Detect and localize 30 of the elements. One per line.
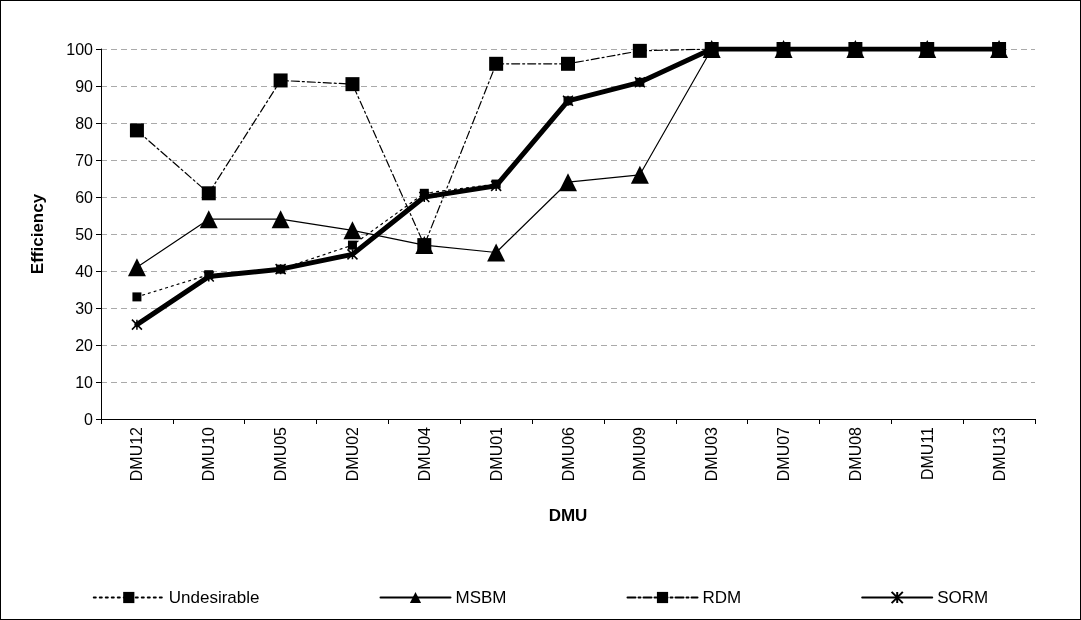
y-tick-label: 20 — [75, 336, 94, 354]
x-tick-label: DMU09 — [631, 426, 649, 482]
x-tick-label: DMU04 — [415, 426, 433, 482]
x-tick-label: DMU03 — [703, 426, 721, 482]
x-tick-label: DMU05 — [272, 426, 290, 482]
legend-label: Undesirable — [168, 588, 260, 607]
x-tick-label: DMU08 — [846, 426, 864, 482]
x-tick-label: DMU13 — [990, 426, 1008, 482]
x-tick-label: DMU06 — [559, 426, 577, 482]
x-tick-label: DMU10 — [200, 426, 218, 482]
y-tick-label: 60 — [75, 188, 94, 206]
x-tick-label: DMU12 — [128, 426, 146, 482]
y-tick-label: 10 — [75, 373, 94, 391]
legend-label: MSBM — [455, 588, 507, 607]
y-tick-label: 30 — [75, 299, 94, 317]
x-axis-title: DMU — [548, 506, 588, 525]
x-tick-label: DMU07 — [775, 426, 793, 482]
y-axis-title: Efficiency — [28, 193, 47, 275]
x-tick-label: DMU11 — [918, 426, 936, 481]
y-tick-label: 0 — [84, 410, 94, 428]
y-tick-label: 100 — [66, 40, 94, 58]
x-tick-label: DMU01 — [487, 426, 505, 482]
legend-label: RDM — [702, 588, 742, 607]
y-tick-label: 40 — [75, 262, 94, 280]
y-tick-label: 50 — [75, 225, 94, 243]
y-tick-label: 90 — [75, 77, 94, 95]
y-tick-label: 80 — [75, 114, 94, 132]
legend-label: SORM — [937, 588, 989, 607]
y-tick-label: 70 — [75, 151, 94, 169]
x-tick-label: DMU02 — [343, 426, 361, 482]
